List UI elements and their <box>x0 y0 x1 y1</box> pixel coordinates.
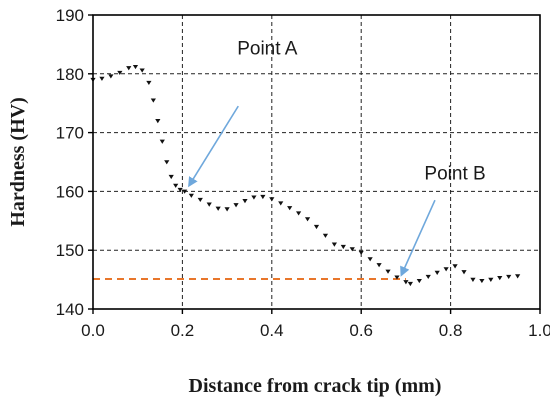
data-point <box>132 64 139 70</box>
data-point <box>278 201 284 206</box>
data-point <box>394 275 400 280</box>
data-point <box>515 274 521 279</box>
y-tick-label: 140 <box>56 300 84 319</box>
data-point <box>461 270 467 275</box>
data-point <box>139 68 145 73</box>
x-tick-label: 1.0 <box>528 321 550 340</box>
data-point <box>376 263 382 268</box>
data-point <box>452 264 458 269</box>
data-point <box>340 244 346 250</box>
annotation-arrow <box>188 105 239 188</box>
tick-labels: 0.0 0.2 0.4 0.6 0.8 1.0 140 150 160 170 180 190 <box>56 6 550 340</box>
data-point <box>177 187 183 193</box>
data-point <box>164 160 170 165</box>
x-tick-label: 0.4 <box>260 321 284 340</box>
data-point <box>403 280 409 285</box>
data-point <box>506 274 512 280</box>
data-point <box>224 207 230 212</box>
data-point <box>349 247 355 252</box>
data-point <box>470 277 476 282</box>
y-tick-label: 190 <box>56 6 84 25</box>
data-point <box>296 211 302 216</box>
y-tick-label: 150 <box>56 241 84 260</box>
data-point <box>146 80 152 86</box>
y-tick-label: 160 <box>56 182 84 201</box>
data-point <box>443 267 449 272</box>
x-tick-label: 0.6 <box>349 321 373 340</box>
grid-lines <box>93 15 540 309</box>
data-point <box>182 189 188 194</box>
data-point <box>425 274 431 280</box>
annotation-label: Point B <box>424 164 485 185</box>
data-point <box>173 183 179 188</box>
data-point <box>358 250 364 255</box>
y-tick-label: 180 <box>56 65 84 84</box>
data-point <box>117 70 123 76</box>
data-point <box>497 276 503 281</box>
data-point <box>159 139 165 144</box>
data-point <box>313 224 320 230</box>
data-point <box>99 76 105 81</box>
data-point <box>322 233 329 238</box>
data-point <box>434 270 440 275</box>
data-point <box>168 174 174 180</box>
data-point <box>479 278 485 284</box>
data-point <box>304 217 311 222</box>
y-axis-title: Hardness (HV) <box>7 97 29 226</box>
y-tick-label: 170 <box>56 124 84 143</box>
plot-border <box>92 14 541 310</box>
data-point <box>233 203 239 208</box>
data-point <box>150 98 156 103</box>
data-point <box>206 202 212 207</box>
data-series <box>90 64 521 287</box>
data-point <box>287 206 293 211</box>
data-point <box>126 66 132 71</box>
data-point <box>367 257 373 262</box>
x-axis-title: Distance from crack tip (mm) <box>189 375 442 397</box>
annotation-label: Point A <box>237 38 298 59</box>
annotation-arrow <box>400 199 436 277</box>
data-point <box>385 269 391 274</box>
x-tick-label: 0.8 <box>439 321 463 340</box>
data-point <box>488 277 494 282</box>
data-point <box>269 197 275 202</box>
data-point <box>197 197 203 203</box>
x-tick-label: 0.2 <box>171 321 195 340</box>
data-point <box>108 74 114 79</box>
x-tick-label: 0.0 <box>81 321 105 340</box>
data-point <box>188 193 194 198</box>
plot-frame <box>88 14 541 314</box>
data-point <box>251 195 257 200</box>
data-point <box>416 278 422 284</box>
data-point <box>407 281 413 287</box>
data-point <box>155 119 161 124</box>
annotations: Point A Point B <box>188 38 486 277</box>
data-point <box>260 194 266 200</box>
data-point <box>242 199 248 204</box>
data-point <box>215 206 221 211</box>
data-point <box>331 242 337 247</box>
